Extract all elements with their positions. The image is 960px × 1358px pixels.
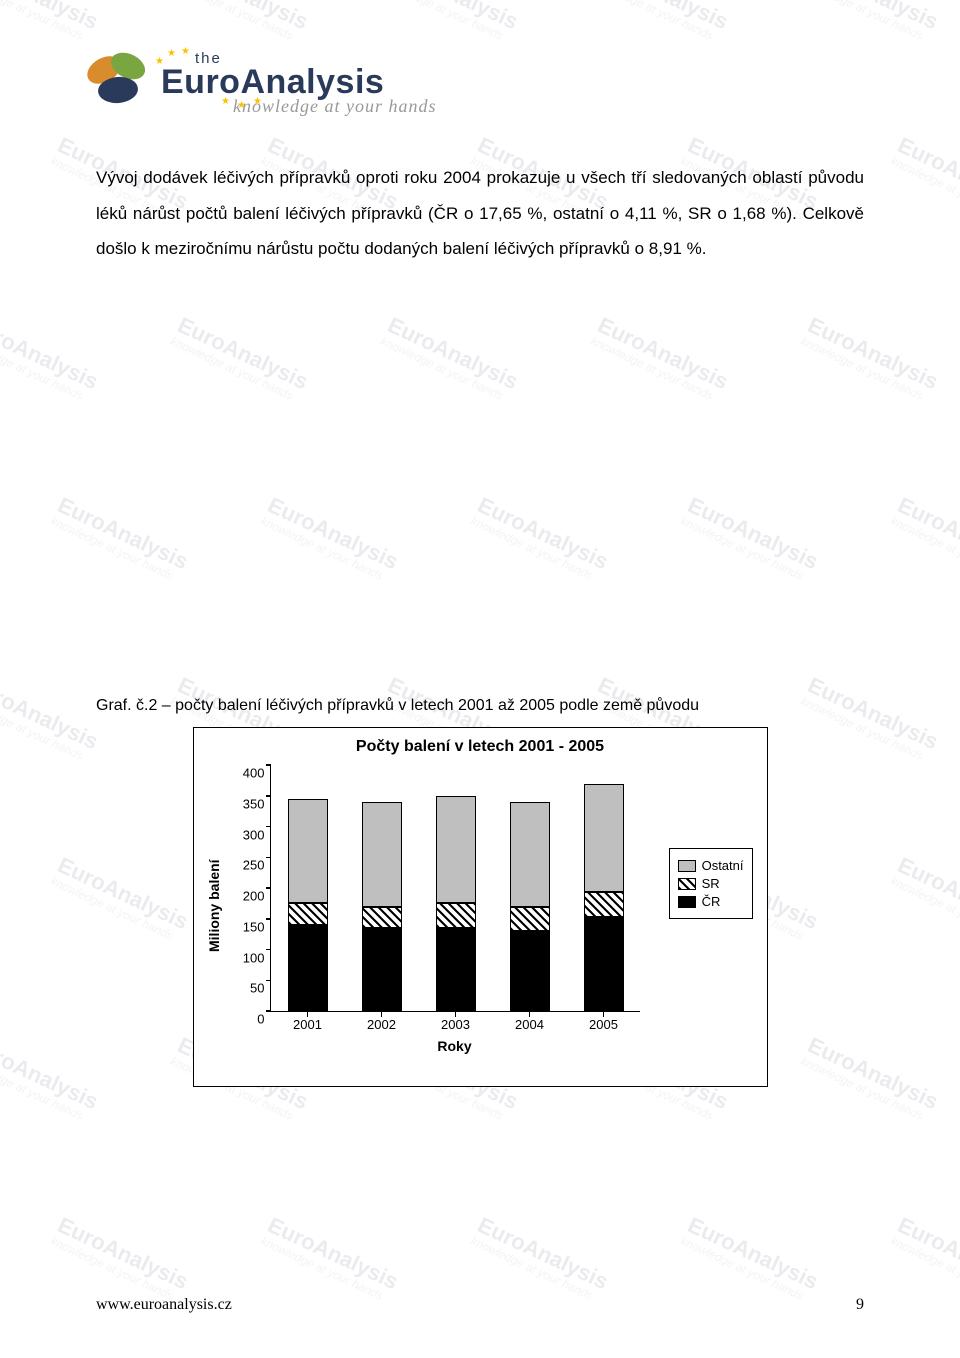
bar-segment-sr	[362, 907, 402, 929]
bar-segment-cr	[436, 928, 476, 1011]
star-icon: ★	[237, 100, 246, 111]
star-icon: ★	[155, 56, 164, 67]
y-tick-label: 50	[235, 981, 271, 996]
bar-segment-ost	[436, 796, 476, 904]
y-tick-label: 250	[235, 858, 271, 873]
bar-group	[288, 799, 328, 1011]
x-tick-label: 2002	[367, 1011, 396, 1032]
bar-segment-sr	[288, 903, 328, 925]
logo-text: ★ ★ ★ the EuroAnalysis ★ ★ ★ knowledge a…	[161, 50, 436, 117]
bar-group	[584, 784, 624, 1012]
legend-swatch-icon	[678, 896, 696, 908]
star-icon: ★	[253, 96, 262, 107]
bar-segment-sr	[584, 892, 624, 917]
y-tick-label: 350	[235, 796, 271, 811]
bar-segment-cr	[288, 925, 328, 1011]
x-tick-label: 2005	[589, 1011, 618, 1032]
y-tick-label: 100	[235, 950, 271, 965]
logo: ★ ★ ★ the EuroAnalysis ★ ★ ★ knowledge a…	[96, 30, 864, 140]
bar-segment-sr	[436, 903, 476, 928]
legend-item-cr: ČR	[678, 894, 744, 909]
legend-label: ČR	[702, 894, 721, 909]
footer: www.euroanalysis.cz 9	[96, 1296, 864, 1314]
footer-url: www.euroanalysis.cz	[96, 1296, 232, 1314]
legend-item-ostatni: Ostatní	[678, 858, 744, 873]
legend-item-sr: SR	[678, 876, 744, 891]
bar-segment-ost	[362, 802, 402, 907]
bar-segment-sr	[510, 907, 550, 932]
legend-label: Ostatní	[702, 858, 744, 873]
y-tick-label: 200	[235, 889, 271, 904]
x-tick-label: 2001	[293, 1011, 322, 1032]
page-number: 9	[856, 1296, 864, 1314]
bar-segment-cr	[362, 928, 402, 1011]
x-tick-label: 2003	[441, 1011, 470, 1032]
legend-label: SR	[702, 876, 720, 891]
y-tick-label: 150	[235, 919, 271, 934]
x-tick-label: 2004	[515, 1011, 544, 1032]
bar-group	[436, 796, 476, 1011]
bar-segment-ost	[288, 799, 328, 904]
y-tick-label: 300	[235, 827, 271, 842]
logo-mark-icon	[76, 40, 166, 125]
chart-title: Počty balení v letech 2001 - 2005	[202, 738, 759, 756]
bar-group	[362, 802, 402, 1011]
y-axis-label: Miliony balení	[206, 859, 222, 952]
legend-swatch-icon	[678, 878, 696, 890]
logo-tagline: knowledge at your hands	[233, 96, 436, 117]
x-axis-label: Roky	[270, 1038, 640, 1054]
bar-segment-cr	[510, 931, 550, 1011]
star-icon: ★	[181, 46, 190, 57]
y-tick-label: 400	[235, 766, 271, 781]
page: ★ ★ ★ the EuroAnalysis ★ ★ ★ knowledge a…	[0, 0, 960, 1358]
bar-group	[510, 802, 550, 1011]
chart-frame: Počty balení v letech 2001 - 2005 Milion…	[193, 727, 768, 1087]
body-paragraph: Vývoj dodávek léčivých přípravků oproti …	[96, 160, 864, 267]
bar-segment-cr	[584, 917, 624, 1011]
legend-swatch-icon	[678, 860, 696, 872]
bar-segment-ost	[510, 802, 550, 907]
bar-segment-ost	[584, 784, 624, 893]
star-icon: ★	[221, 96, 230, 107]
plot-area: 0501001502002503003504002001200220032004…	[270, 766, 640, 1012]
star-icon: ★	[167, 48, 176, 59]
legend: Ostatní SR ČR	[669, 848, 753, 919]
chart-caption: Graf. č.2 – počty balení léčivých přípra…	[96, 697, 864, 715]
chart-body: Miliony balení 0501001502002503003504002…	[202, 762, 759, 1062]
y-tick-label: 0	[235, 1012, 271, 1027]
